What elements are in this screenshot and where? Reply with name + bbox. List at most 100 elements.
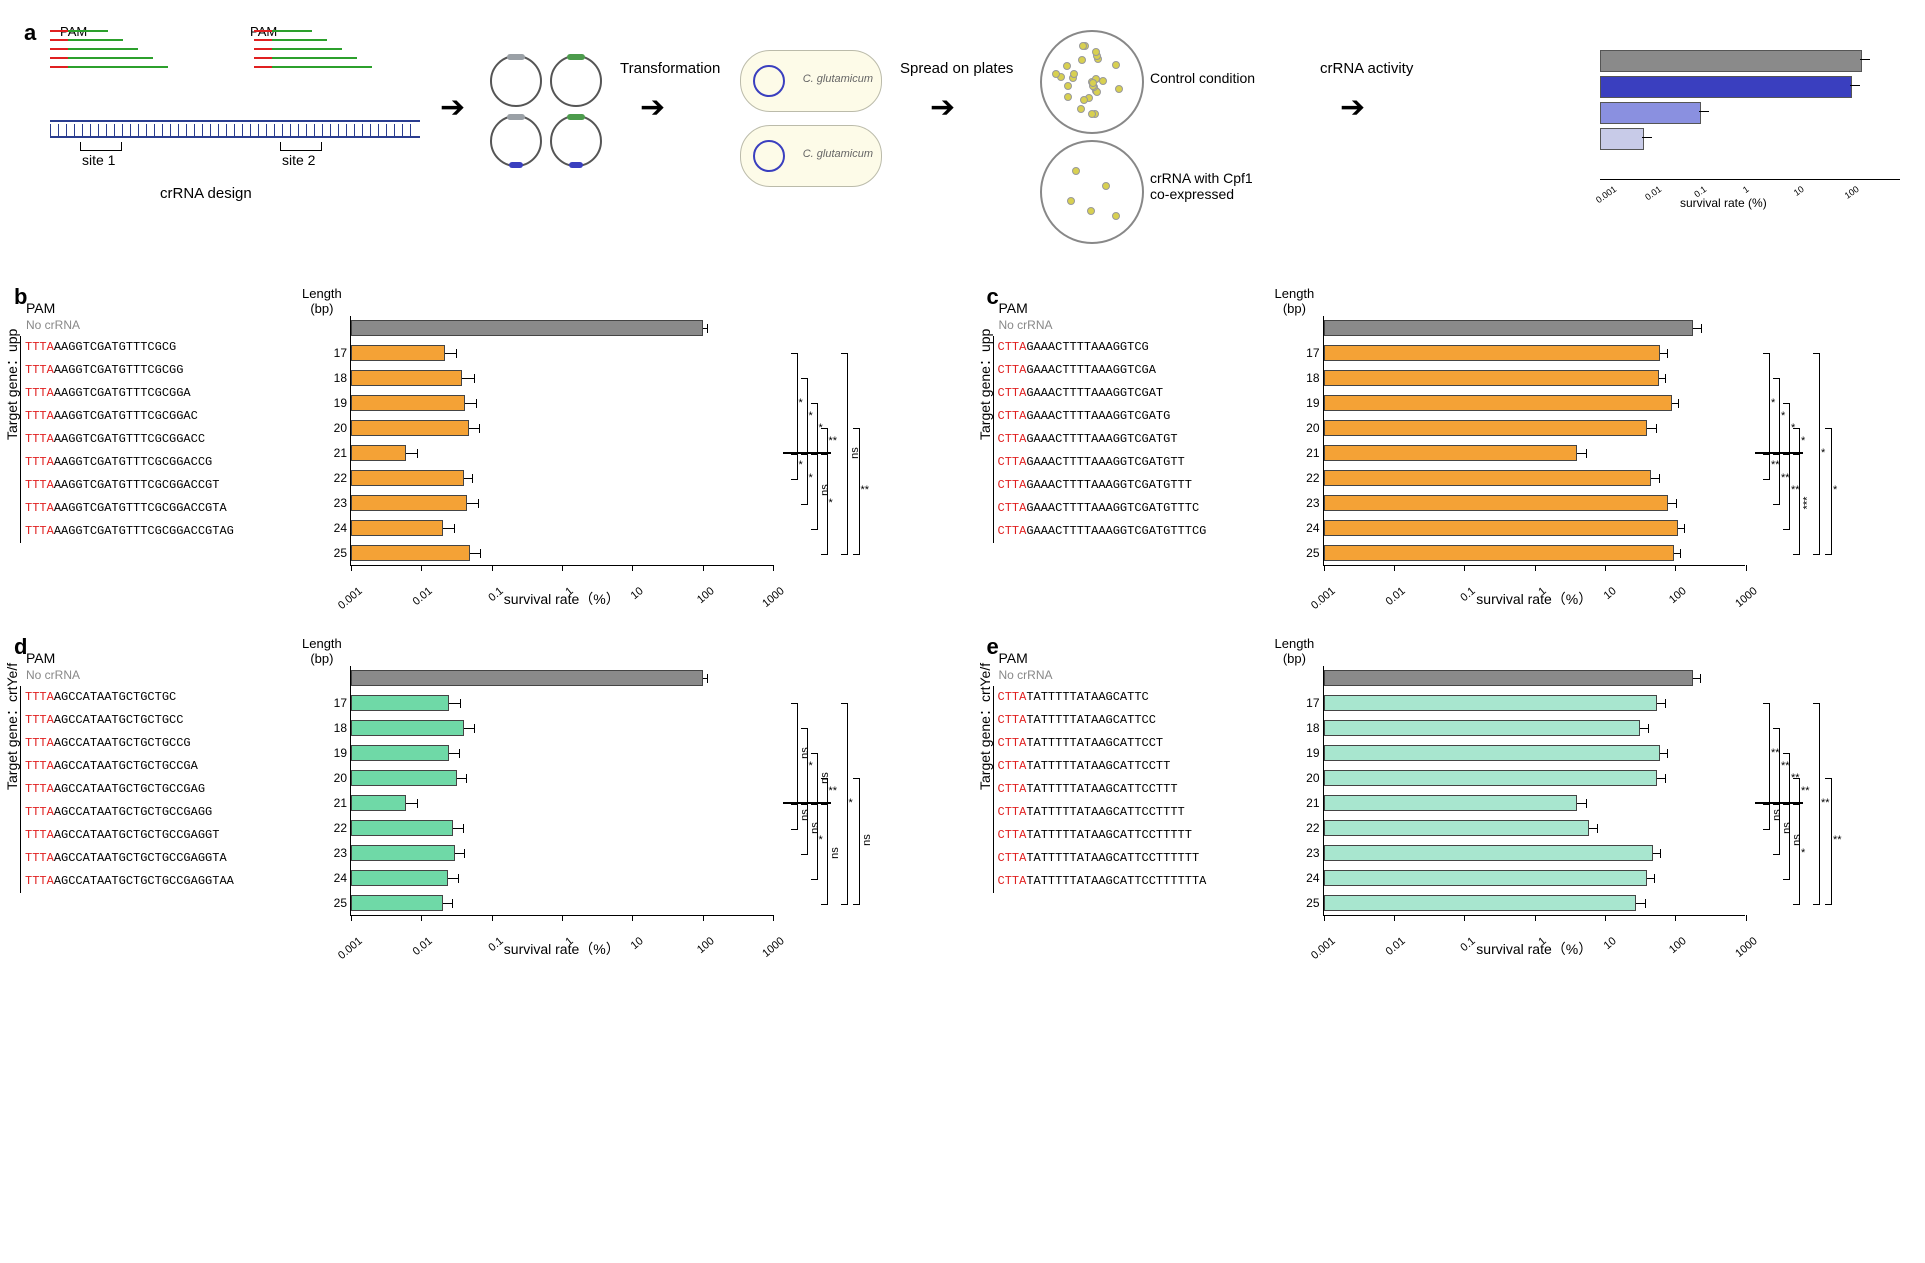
sig-bracket xyxy=(1773,728,1780,805)
length-header: Length (bp) xyxy=(1275,636,1315,666)
xtick-label: 0.01 xyxy=(1369,935,1407,970)
length-label: 24 xyxy=(1300,521,1320,535)
data-bar xyxy=(1324,695,1657,711)
xtick-label: 0.1 xyxy=(467,935,505,970)
sequence-row: TTTAAAGGTCGATGTTTCGCGGA xyxy=(20,382,310,405)
xtick-label: 0.1 xyxy=(1440,935,1478,970)
sequence-row: TTTAAAGGTCGATGTTTCGCGGACCGT xyxy=(20,474,310,497)
chart-column: Length (bp)1718192021222324250.0010.010.… xyxy=(1283,640,1906,960)
sig-bracket xyxy=(821,428,828,455)
data-bar xyxy=(351,895,443,911)
sig-bracket xyxy=(1793,428,1800,455)
chart-area: 1718192021222324250.0010.010.11101001000… xyxy=(1323,666,1746,916)
sig-label: ** xyxy=(1801,785,1810,797)
sequence-row: CTTAGAAACTTTTAAAGGTCGATG xyxy=(993,405,1283,428)
plate-crrna xyxy=(1040,140,1144,244)
sig-label: * xyxy=(1801,435,1805,447)
sig-label: ** xyxy=(1833,834,1842,846)
xtick-label: 1000 xyxy=(748,585,786,620)
length-label: 20 xyxy=(1300,771,1320,785)
sequence-row: TTTAAAGGTCGATGTTTCGCGGACCGTAG xyxy=(20,520,310,543)
seq-column: Target gene：uppPAMNo crRNATTTAAAGGTCGATG… xyxy=(20,290,310,610)
crrna-design-block xyxy=(50,30,374,75)
sig-bracket xyxy=(1763,703,1770,805)
data-bar xyxy=(1324,520,1679,536)
length-label: 24 xyxy=(327,871,347,885)
arrow-1: ➔ xyxy=(440,90,465,125)
panel-b: b Target gene：uppPAMNo crRNATTTAAAGGTCGA… xyxy=(20,290,933,610)
sig-bracket xyxy=(853,428,860,555)
length-header: Length (bp) xyxy=(302,636,342,666)
sequence-row: TTTAAAGGTCGATGTTTCGCGGACC xyxy=(20,428,310,451)
sig-bracket xyxy=(1793,453,1800,555)
length-label: 25 xyxy=(327,546,347,560)
no-crrna-label: No crRNA xyxy=(26,318,310,332)
data-bar xyxy=(351,345,445,361)
sequence-row: CTTAGAAACTTTTAAAGGTCGAT xyxy=(993,382,1283,405)
chart-area: 1718192021222324250.0010.010.11101001000… xyxy=(350,666,773,916)
target-gene-label: Target gene：upp xyxy=(975,329,995,440)
sequence-row: TTTAAGCCATAATGCTGCTGCC xyxy=(20,709,310,732)
length-label: 21 xyxy=(1300,796,1320,810)
xaxis-title: survival rate（%） xyxy=(504,939,620,959)
xtick-label: 1000 xyxy=(1721,585,1759,620)
sequence-row: TTTAAAGGTCGATGTTTCGCGGAC xyxy=(20,405,310,428)
length-label: 20 xyxy=(327,771,347,785)
arrow-2: ➔ xyxy=(640,90,665,125)
sig-bracket xyxy=(1783,403,1790,455)
data-bar xyxy=(1324,895,1637,911)
sig-label: ** xyxy=(829,785,838,797)
sequence-row: TTTAAGCCATAATGCTGCTGCCGAGGTAA xyxy=(20,870,310,893)
panels-grid: b Target gene：uppPAMNo crRNATTTAAAGGTCGA… xyxy=(20,290,1905,960)
sequence-row: TTTAAGCCATAATGCTGCTGCCGAGGT xyxy=(20,824,310,847)
dna-backbone: site 1 site 2 xyxy=(50,120,420,138)
sig-bracket xyxy=(801,728,808,805)
data-bar xyxy=(351,720,464,736)
sequence-row: CTTATATTTTTATAAGCATTCCTTTTTT xyxy=(993,847,1283,870)
plasmid-icon xyxy=(550,55,602,107)
sig-bracket xyxy=(1763,453,1770,480)
length-label: 20 xyxy=(327,421,347,435)
length-label: 25 xyxy=(1300,896,1320,910)
data-bar xyxy=(1324,820,1590,836)
plasmid-icon xyxy=(490,115,542,167)
data-bar xyxy=(1324,495,1669,511)
data-bar xyxy=(351,445,406,461)
data-bar xyxy=(1324,720,1641,736)
length-label: 19 xyxy=(327,396,347,410)
length-label: 22 xyxy=(327,471,347,485)
length-label: 23 xyxy=(327,496,347,510)
sig-bracket xyxy=(841,703,848,904)
data-bar xyxy=(351,420,469,436)
sig-bracket xyxy=(791,803,798,830)
length-label: 17 xyxy=(327,696,347,710)
length-label: 22 xyxy=(327,821,347,835)
sig-bracket xyxy=(1773,453,1780,505)
length-header: Length (bp) xyxy=(302,286,342,316)
sig-bracket xyxy=(821,778,828,805)
data-bar xyxy=(1324,545,1674,561)
chart-column: Length (bp)1718192021222324250.0010.010.… xyxy=(1283,290,1906,610)
length-label: 17 xyxy=(1300,696,1320,710)
control-label: Control condition xyxy=(1150,70,1255,86)
sequence-row: TTTAAGCCATAATGCTGCTGCCGAGGTA xyxy=(20,847,310,870)
sig-bracket xyxy=(801,378,808,455)
xtick-label: 0.001 xyxy=(326,935,364,970)
sequence-row: TTTAAAGGTCGATGTTTCGCGGACCGTA xyxy=(20,497,310,520)
sig-bracket xyxy=(1773,378,1780,455)
sequence-row: CTTATATTTTTATAAGCATTCCTTTTTTA xyxy=(993,870,1283,893)
length-label: 19 xyxy=(1300,396,1320,410)
xtick-label: 100 xyxy=(678,935,716,970)
xtick-label: 100 xyxy=(1651,585,1689,620)
data-bar xyxy=(351,795,406,811)
xtick-label: 0.01 xyxy=(397,935,435,970)
sequence-row: CTTAGAAACTTTTAAAGGTCGATGTTTCG xyxy=(993,520,1283,543)
xtick-label: 0.01 xyxy=(1369,585,1407,620)
sig-bracket xyxy=(821,453,828,555)
significance-column: *************** xyxy=(1755,316,1905,566)
sig-bracket xyxy=(801,803,808,855)
control-bar xyxy=(351,670,703,686)
length-label: 18 xyxy=(1300,721,1320,735)
sig-bracket xyxy=(811,403,818,455)
plasmid-icon xyxy=(490,55,542,107)
